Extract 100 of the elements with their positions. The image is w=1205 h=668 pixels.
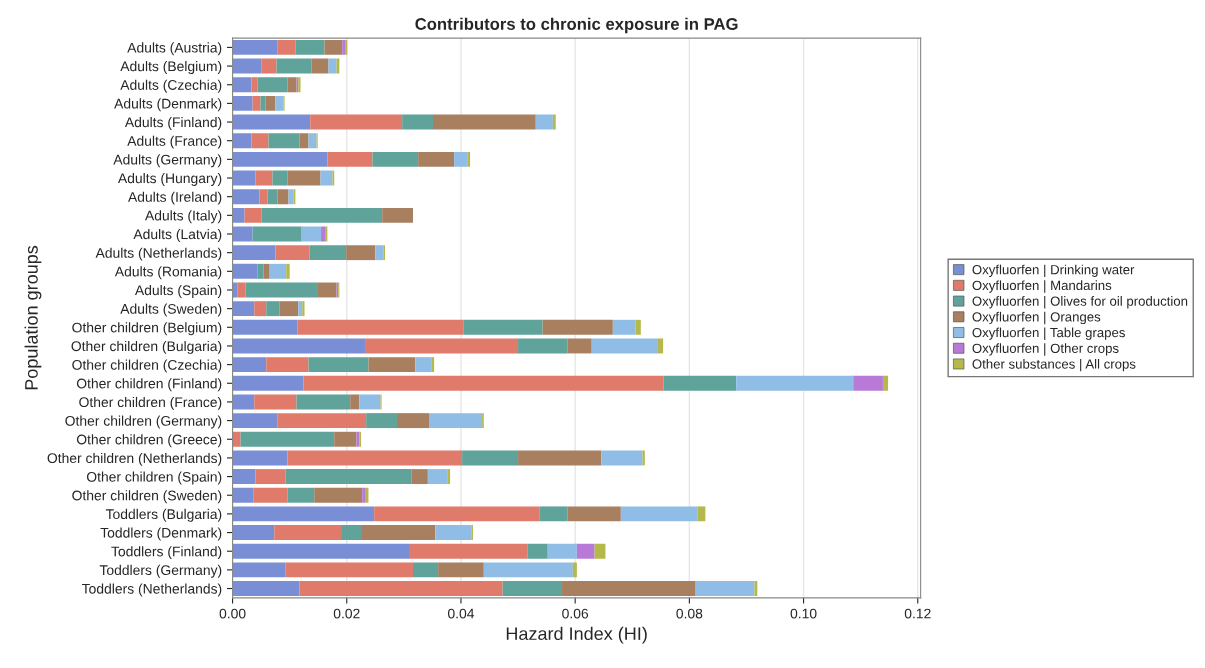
bar bbox=[296, 394, 351, 410]
y-tick-label: Adults (Germany) bbox=[113, 154, 222, 168]
bar bbox=[518, 338, 568, 354]
bar bbox=[427, 469, 448, 485]
bar bbox=[263, 263, 270, 279]
bar bbox=[657, 338, 664, 354]
bar bbox=[374, 506, 540, 522]
bar bbox=[232, 95, 253, 111]
bar bbox=[232, 357, 267, 373]
bar bbox=[232, 562, 286, 578]
bar bbox=[317, 282, 337, 298]
bar bbox=[576, 543, 595, 559]
y-tick-label: Adults (Finland) bbox=[124, 117, 222, 130]
y-tick-label: Adults (Ireland) bbox=[128, 191, 222, 205]
y-tick-label: Adults (Romania) bbox=[114, 266, 222, 280]
bar bbox=[402, 114, 433, 130]
bar bbox=[232, 282, 238, 298]
bar bbox=[539, 506, 568, 522]
bar bbox=[375, 245, 384, 261]
bar bbox=[341, 525, 362, 541]
bar bbox=[428, 413, 483, 429]
bar bbox=[251, 77, 258, 93]
bar bbox=[232, 394, 255, 410]
y-tick-label: Adults (Austria) bbox=[127, 42, 222, 56]
bar bbox=[232, 319, 298, 335]
bar bbox=[275, 95, 284, 111]
bar bbox=[277, 189, 289, 205]
bar bbox=[321, 226, 326, 242]
legend-label: Oxyfluorfen | Table grapes bbox=[972, 327, 1125, 340]
legend-label: Oxyfluorfen | Other crops bbox=[972, 343, 1119, 356]
bar bbox=[411, 469, 428, 485]
bar bbox=[301, 226, 322, 242]
x-axis-title: Hazard Index (HI) bbox=[506, 626, 647, 644]
bar bbox=[232, 431, 241, 447]
bar bbox=[695, 581, 755, 596]
bar bbox=[366, 413, 398, 429]
bar bbox=[368, 357, 416, 373]
bar bbox=[232, 189, 260, 205]
bar bbox=[663, 375, 737, 391]
bar bbox=[612, 319, 636, 335]
bar bbox=[255, 170, 273, 186]
bar bbox=[232, 413, 278, 429]
y-tick-label: Adults (Hungary) bbox=[117, 172, 222, 186]
y-tick-label: Adults (Spain) bbox=[134, 284, 222, 298]
bar bbox=[295, 39, 325, 55]
bar bbox=[309, 245, 347, 261]
bar bbox=[754, 581, 758, 596]
bar bbox=[267, 189, 278, 205]
y-tick-label: Adults (Netherlands) bbox=[95, 247, 222, 261]
bar bbox=[287, 450, 463, 466]
bar bbox=[232, 245, 276, 261]
bar bbox=[336, 58, 340, 74]
bar bbox=[853, 375, 883, 391]
y-tick-label: Adults (Belgium) bbox=[120, 61, 222, 74]
bar bbox=[320, 170, 333, 186]
bar bbox=[454, 151, 468, 167]
y-tick-label: Other children (Czechia) bbox=[72, 359, 222, 373]
bar bbox=[232, 114, 311, 130]
y-tick-label: Other children (France) bbox=[79, 396, 222, 410]
bar bbox=[232, 469, 256, 485]
x-tick-label: 0.10 bbox=[790, 608, 817, 619]
bar bbox=[232, 450, 288, 466]
bar bbox=[518, 450, 602, 466]
bar bbox=[572, 562, 577, 578]
x-tick-label: 0.06 bbox=[562, 608, 589, 619]
bar bbox=[311, 58, 329, 74]
y-axis-title: Population groups bbox=[24, 245, 42, 390]
bar bbox=[287, 170, 321, 186]
y-tick-label: Adults (Denmark) bbox=[114, 98, 222, 112]
y-tick-label: Adults (Latvia) bbox=[133, 228, 222, 242]
bar bbox=[314, 487, 363, 503]
bar bbox=[350, 394, 360, 410]
bar bbox=[483, 562, 573, 578]
bar bbox=[232, 58, 262, 74]
bar bbox=[254, 301, 267, 317]
bar bbox=[397, 413, 429, 429]
bar bbox=[276, 58, 312, 74]
bar bbox=[232, 543, 409, 559]
bar bbox=[359, 394, 381, 410]
y-tick-label: Adults (Sweden) bbox=[120, 303, 222, 317]
y-tick-label: Adults (Italy) bbox=[145, 210, 222, 224]
bar bbox=[232, 487, 254, 503]
bar bbox=[251, 133, 269, 149]
bar bbox=[240, 431, 335, 447]
y-tick-label: Toddlers (Finland) bbox=[111, 546, 222, 560]
legend-label: Oxyfluorfen | Olives for oil production bbox=[972, 296, 1188, 309]
bar bbox=[463, 319, 543, 335]
bar bbox=[285, 469, 412, 485]
y-tick-label: Other children (Greece) bbox=[76, 434, 222, 448]
bar bbox=[601, 450, 643, 466]
bar bbox=[274, 525, 342, 541]
bar bbox=[265, 95, 276, 111]
bar bbox=[535, 114, 553, 130]
bar bbox=[285, 562, 413, 578]
x-tick-label: 0.00 bbox=[219, 608, 246, 619]
bar bbox=[257, 77, 288, 93]
bar bbox=[361, 525, 436, 541]
bar bbox=[418, 151, 455, 167]
y-tick-label: Toddlers (Bulgaria) bbox=[105, 508, 222, 522]
bar bbox=[232, 77, 252, 93]
